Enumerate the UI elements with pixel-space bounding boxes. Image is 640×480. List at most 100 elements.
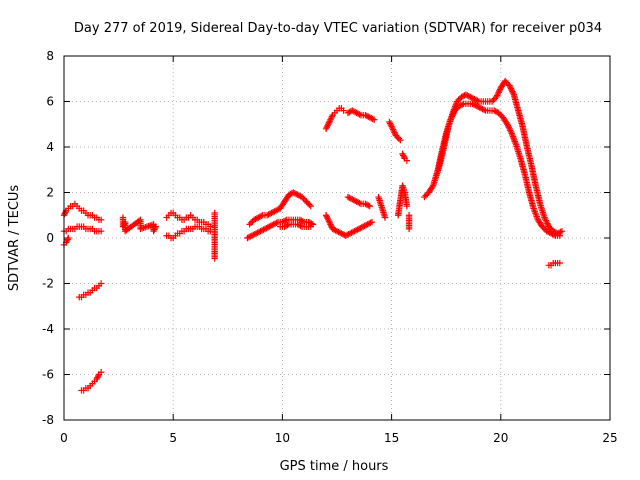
y-tick-label: -8 xyxy=(42,413,54,427)
data-point xyxy=(264,224,272,231)
data-point xyxy=(247,219,255,227)
data-segment xyxy=(394,182,411,219)
data-point xyxy=(353,109,360,117)
data-point xyxy=(363,201,371,208)
data-point xyxy=(357,224,364,232)
data-point xyxy=(455,96,462,104)
data-point xyxy=(555,229,563,236)
data-point xyxy=(493,93,500,101)
data-point xyxy=(399,150,406,158)
data-point xyxy=(422,192,430,199)
data-point xyxy=(307,223,314,230)
data-point xyxy=(344,109,352,117)
data-point xyxy=(307,202,314,210)
data-point xyxy=(295,192,303,199)
data-point xyxy=(507,83,514,91)
data-point xyxy=(327,221,334,228)
data-point xyxy=(474,97,481,104)
y-axis-title: SDTVAR / TECUs xyxy=(7,185,22,292)
data-point xyxy=(508,86,515,94)
axis-ticks: 0 5 10 15 20 25 -8 -6 -4 -2 0 2 4 6 8 xyxy=(42,49,618,445)
data-point xyxy=(558,227,566,235)
data-point xyxy=(343,231,351,239)
data-point xyxy=(361,222,368,230)
data-point xyxy=(324,215,331,222)
data-point xyxy=(61,210,68,217)
data-point xyxy=(503,79,510,86)
data-segment xyxy=(344,107,378,123)
data-point xyxy=(458,93,465,101)
data-point xyxy=(470,101,478,108)
data-point xyxy=(348,229,355,236)
data-point xyxy=(349,228,357,236)
data-point xyxy=(282,222,290,230)
data-point xyxy=(323,124,331,131)
data-point xyxy=(255,214,262,221)
data-point xyxy=(352,108,359,116)
data-point xyxy=(505,124,513,131)
data-point xyxy=(97,369,105,376)
data-point xyxy=(345,231,352,238)
data-segment xyxy=(163,209,214,230)
x-tick-label: 5 xyxy=(169,431,177,445)
data-point xyxy=(330,226,338,233)
data-point xyxy=(327,222,335,230)
data-point xyxy=(323,213,331,220)
data-point xyxy=(211,255,218,262)
data-point xyxy=(258,227,266,234)
data-point xyxy=(322,212,330,219)
data-point xyxy=(272,207,280,214)
data-point xyxy=(251,231,258,238)
data-point xyxy=(308,220,315,227)
data-point xyxy=(386,118,393,126)
data-point xyxy=(325,216,332,223)
data-point xyxy=(266,223,273,230)
data-point xyxy=(347,195,355,202)
data-point xyxy=(326,118,333,125)
data-segment xyxy=(344,193,373,210)
data-point xyxy=(490,96,497,104)
data-point xyxy=(467,93,474,101)
data-point xyxy=(381,214,389,221)
data-point xyxy=(509,88,516,95)
data-segment xyxy=(322,105,347,132)
data-point xyxy=(253,215,261,222)
data-point xyxy=(354,226,361,233)
data-point xyxy=(476,104,483,111)
data-segment xyxy=(76,280,105,301)
data-point xyxy=(475,103,482,111)
data-point xyxy=(349,107,356,114)
data-point xyxy=(273,219,280,227)
data-point xyxy=(386,120,394,127)
data-point xyxy=(93,375,100,383)
data-point xyxy=(325,121,332,128)
data-point xyxy=(281,223,288,230)
data-point xyxy=(551,228,558,236)
data-point xyxy=(342,232,349,239)
data-point xyxy=(494,90,502,98)
data-point xyxy=(395,135,403,142)
data-point xyxy=(295,221,303,229)
data-point xyxy=(265,211,272,218)
plot-frame xyxy=(63,55,611,421)
data-point xyxy=(362,200,369,208)
data-point xyxy=(543,218,550,226)
data-point xyxy=(257,227,264,235)
data-point xyxy=(368,218,376,226)
data-point xyxy=(392,132,400,139)
data-point xyxy=(362,221,370,229)
data-point xyxy=(291,190,298,197)
data-point xyxy=(403,202,411,210)
data-point xyxy=(554,230,561,237)
data-point xyxy=(405,225,413,233)
data-segment xyxy=(78,369,105,394)
data-point xyxy=(400,152,407,159)
data-point xyxy=(327,114,335,122)
chart-title: Day 277 of 2019, Sidereal Day-to-day VTE… xyxy=(74,21,602,36)
data-point xyxy=(269,209,277,216)
data-point xyxy=(388,123,395,130)
data-point xyxy=(95,372,102,380)
data-point xyxy=(544,228,552,236)
data-point xyxy=(394,133,401,141)
data-point xyxy=(390,127,397,135)
